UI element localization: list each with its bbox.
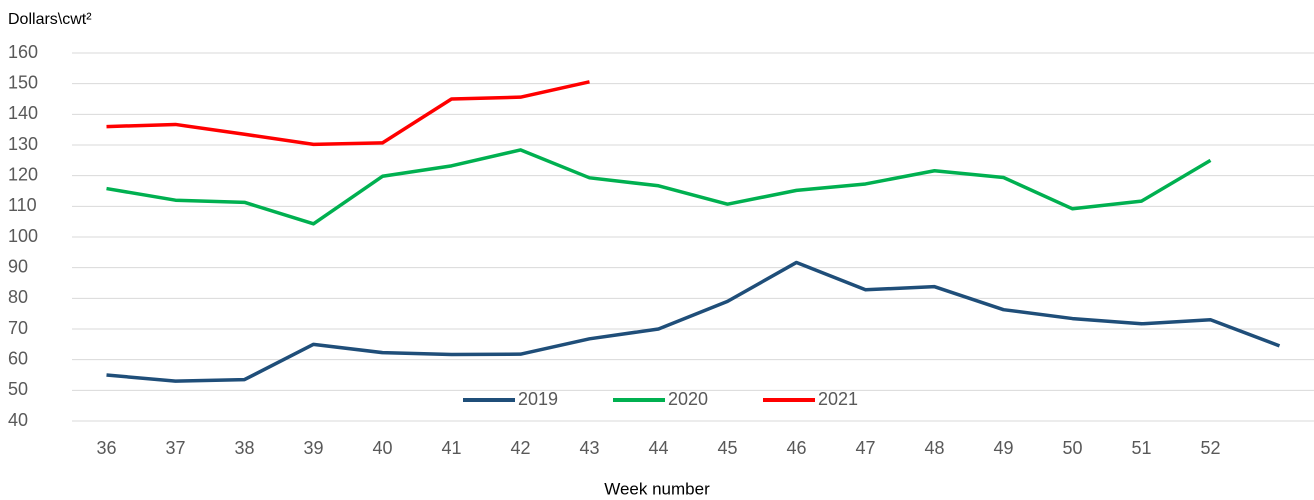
y-tick-label: 160 xyxy=(8,42,38,62)
x-axis-label: Week number xyxy=(604,479,710,498)
x-tick-label: 48 xyxy=(924,438,944,458)
x-tick-label: 42 xyxy=(510,438,530,458)
x-tick-label: 38 xyxy=(234,438,254,458)
series-line xyxy=(106,148,1212,226)
x-tick-label: 47 xyxy=(855,438,875,458)
y-tick-label: 110 xyxy=(8,195,37,215)
legend-label: 2020 xyxy=(668,389,708,409)
legend-label: 2021 xyxy=(818,389,858,409)
y-tick-label: 120 xyxy=(8,164,38,184)
y-axis-label: Dollars\cwt² xyxy=(8,11,92,28)
series-line xyxy=(106,80,590,147)
x-tick-label: 52 xyxy=(1200,438,1220,458)
series-line xyxy=(106,260,1281,383)
legend-label: 2019 xyxy=(518,389,558,409)
x-tick-label: 41 xyxy=(441,438,461,458)
x-tick-label: 49 xyxy=(993,438,1013,458)
y-tick-label: 150 xyxy=(8,72,38,92)
x-tick-label: 40 xyxy=(372,438,392,458)
x-tick-label: 43 xyxy=(579,438,599,458)
y-tick-label: 80 xyxy=(8,287,28,307)
x-tick-label: 46 xyxy=(786,438,806,458)
y-tick-label: 130 xyxy=(8,134,38,154)
y-tick-label: 40 xyxy=(8,410,28,430)
y-tick-label: 140 xyxy=(8,103,38,123)
x-tick-label: 36 xyxy=(96,438,116,458)
x-tick-label: 44 xyxy=(648,438,668,458)
y-tick-label: 90 xyxy=(8,256,28,276)
y-tick-label: 60 xyxy=(8,348,28,368)
x-tick-label: 39 xyxy=(303,438,323,458)
x-tick-label: 37 xyxy=(165,438,185,458)
x-tick-label: 51 xyxy=(1131,438,1151,458)
y-tick-label: 50 xyxy=(8,379,28,399)
y-tick-label: 100 xyxy=(8,226,38,246)
x-tick-label: 45 xyxy=(717,438,737,458)
x-tick-label: 50 xyxy=(1062,438,1082,458)
y-tick-label: 70 xyxy=(8,318,28,338)
